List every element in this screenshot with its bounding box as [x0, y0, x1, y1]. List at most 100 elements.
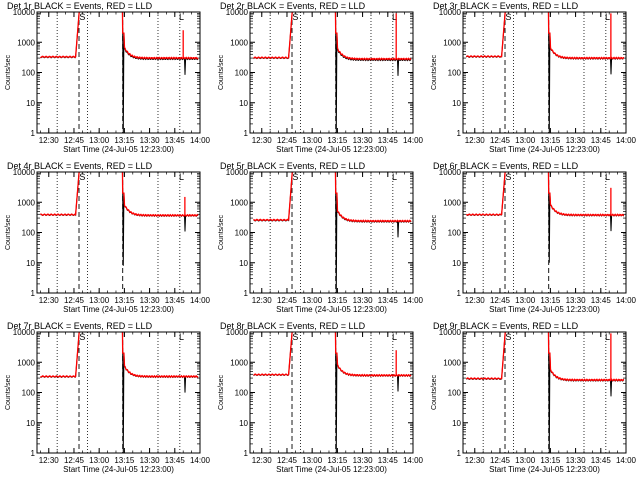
y-tick-label: 10 — [452, 419, 461, 428]
x-tick-label: 12:45 — [490, 296, 511, 305]
time-marker-label: S — [292, 12, 298, 22]
y-tick-label: 10000 — [226, 328, 249, 337]
y-tick-label: 10000 — [13, 168, 36, 177]
x-tick-label: 14:00 — [190, 136, 211, 145]
y-tick-label: 100 — [448, 69, 462, 78]
x-tick-label: 13:30 — [140, 296, 161, 305]
plot-frame — [249, 331, 414, 454]
x-tick-label: 13:30 — [566, 456, 587, 465]
plot-frame — [249, 171, 414, 294]
x-axis-label: Start Time (24-Jul-05 12:23:00) — [276, 305, 387, 314]
plot-frame — [36, 331, 201, 454]
panel-title: Det 9r BLACK = Events, RED = LLD — [433, 321, 579, 331]
y-tick-label: 1000 — [230, 38, 248, 47]
reference-lines — [56, 332, 181, 453]
time-marker-label: L — [179, 172, 184, 182]
reference-lines — [269, 332, 394, 453]
x-tick-label: 13:00 — [515, 136, 536, 145]
lld-series-line — [253, 12, 412, 61]
x-tick-label: 13:00 — [302, 456, 323, 465]
x-tick-label: 13:15 — [327, 296, 348, 305]
x-axis-label: Start Time (24-Jul-05 12:23:00) — [276, 145, 387, 154]
series-group — [253, 172, 412, 293]
x-tick-label: 14:00 — [403, 296, 424, 305]
events-series-line — [253, 12, 412, 133]
plot-frame — [462, 171, 627, 294]
y-tick-label: 1000 — [17, 198, 35, 207]
x-tick-label: 14:00 — [403, 456, 424, 465]
time-marker-label: L — [392, 12, 397, 22]
x-tick-label: 12:45 — [277, 296, 298, 305]
time-marker-label: S — [292, 332, 298, 342]
x-tick-label: 14:00 — [616, 456, 637, 465]
reference-lines — [56, 12, 181, 133]
time-marker-label: L — [605, 172, 610, 182]
y-axis-label: Counts/sec — [431, 374, 438, 410]
detector-panel: Det 4r BLACK = Events, RED = LLD 1 10 100 10… — [5, 161, 211, 314]
x-tick-label: 13:00 — [302, 296, 323, 305]
y-tick-label: 1000 — [17, 38, 35, 47]
y-axis-label: Counts/sec — [218, 374, 225, 410]
reference-lines — [482, 332, 607, 453]
panel-title: Det 1r BLACK = Events, RED = LLD — [7, 1, 153, 11]
x-tick-label: 13:45 — [591, 296, 612, 305]
y-tick-label: 1000 — [230, 358, 248, 367]
panel-title: Det 4r BLACK = Events, RED = LLD — [7, 161, 153, 171]
plot-frame — [462, 11, 627, 134]
detector-panel: Det 2r BLACK = Events, RED = LLD 1 10 100 10… — [218, 1, 424, 154]
y-tick-label: 10 — [452, 259, 461, 268]
y-tick-label: 1 — [244, 129, 249, 138]
reference-lines — [269, 12, 394, 133]
y-tick-label: 1 — [31, 449, 36, 458]
y-tick-label: 10 — [239, 419, 248, 428]
x-tick-label: 13:00 — [302, 136, 323, 145]
x-tick-label: 12:30 — [252, 136, 273, 145]
x-tick-label: 13:30 — [566, 296, 587, 305]
y-tick-label: 100 — [235, 389, 249, 398]
x-tick-label: 13:45 — [378, 296, 399, 305]
lld-series-line — [465, 12, 624, 60]
x-axis-label: Start Time (24-Jul-05 12:23:00) — [489, 305, 600, 314]
y-tick-label: 1 — [244, 449, 249, 458]
events-series-line — [466, 172, 625, 263]
series-group — [465, 332, 625, 453]
y-tick-label: 100 — [448, 229, 462, 238]
time-marker-label: L — [605, 12, 610, 22]
x-tick-label: 14:00 — [190, 456, 211, 465]
x-axis-label: Start Time (24-Jul-05 12:23:00) — [63, 305, 174, 314]
time-marker-label: L — [392, 332, 397, 342]
detector-panel: Det 8r BLACK = Events, RED = LLD 1 10 100 10… — [218, 321, 424, 474]
panel-title: Det 7r BLACK = Events, RED = LLD — [7, 321, 153, 331]
y-tick-label: 10 — [239, 259, 248, 268]
x-tick-label: 14:00 — [616, 296, 637, 305]
time-marker-label: S — [79, 332, 85, 342]
series-group — [253, 12, 412, 133]
x-tick-label: 12:45 — [277, 136, 298, 145]
y-axis-label: Counts/sec — [431, 54, 438, 90]
y-tick-label: 10 — [26, 99, 35, 108]
x-tick-label: 13:15 — [540, 456, 561, 465]
series-group — [39, 172, 199, 266]
x-axis-label: Start Time (24-Jul-05 12:23:00) — [276, 465, 387, 474]
x-tick-label: 13:00 — [89, 136, 110, 145]
x-tick-label: 13:15 — [540, 136, 561, 145]
x-tick-label: 13:30 — [353, 136, 374, 145]
y-tick-label: 10000 — [13, 8, 36, 17]
x-tick-label: 12:45 — [490, 456, 511, 465]
x-tick-label: 12:30 — [39, 136, 60, 145]
series-group — [253, 332, 412, 453]
x-tick-label: 12:30 — [465, 296, 486, 305]
lld-series-line — [39, 12, 199, 60]
time-marker-label: L — [179, 332, 184, 342]
events-series-line — [466, 12, 625, 133]
lld-series-line — [39, 172, 199, 217]
y-axis-label: Counts/sec — [5, 214, 12, 250]
x-axis-label: Start Time (24-Jul-05 12:23:00) — [63, 145, 174, 154]
time-marker-label: L — [179, 12, 184, 22]
series-group — [465, 12, 625, 133]
y-tick-label: 10000 — [226, 8, 249, 17]
x-tick-label: 13:00 — [515, 296, 536, 305]
x-tick-label: 13:00 — [89, 456, 110, 465]
detector-panel: Det 1r BLACK = Events, RED = LLD 1 10 100 10… — [5, 1, 211, 154]
